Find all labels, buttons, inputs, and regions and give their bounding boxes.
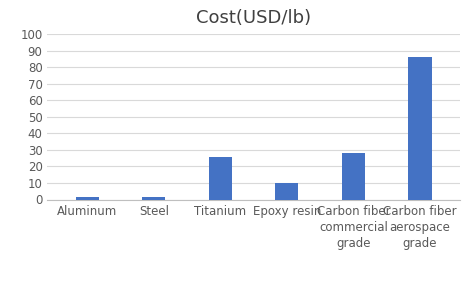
- Bar: [275, 183, 299, 199]
- Title: Cost(USD/lb): Cost(USD/lb): [196, 9, 311, 27]
- Bar: [76, 197, 99, 199]
- Bar: [408, 57, 431, 199]
- Bar: [342, 153, 365, 200]
- Bar: [209, 156, 232, 199]
- Bar: [142, 197, 165, 199]
